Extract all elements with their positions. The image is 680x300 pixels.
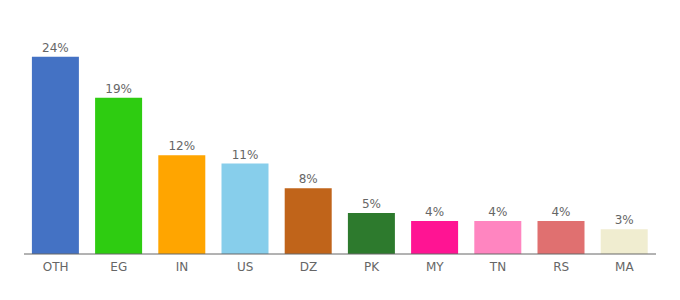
svg-text:4%: 4% (551, 205, 570, 219)
svg-text:US: US (237, 260, 253, 274)
svg-text:11%: 11% (232, 148, 259, 162)
svg-text:IN: IN (176, 260, 189, 274)
svg-text:8%: 8% (299, 172, 318, 186)
svg-text:DZ: DZ (300, 260, 317, 274)
svg-text:4%: 4% (425, 205, 444, 219)
svg-text:MA: MA (615, 260, 634, 274)
svg-text:19%: 19% (105, 82, 132, 96)
svg-text:4%: 4% (488, 205, 507, 219)
svg-text:24%: 24% (42, 41, 69, 55)
svg-text:5%: 5% (362, 197, 381, 211)
svg-text:3%: 3% (615, 213, 634, 227)
svg-text:PK: PK (364, 260, 380, 274)
svg-text:MY: MY (426, 260, 444, 274)
svg-text:EG: EG (110, 260, 127, 274)
svg-text:12%: 12% (168, 139, 195, 153)
svg-text:TN: TN (489, 260, 506, 274)
svg-text:RS: RS (553, 260, 569, 274)
svg-text:OTH: OTH (43, 260, 69, 274)
